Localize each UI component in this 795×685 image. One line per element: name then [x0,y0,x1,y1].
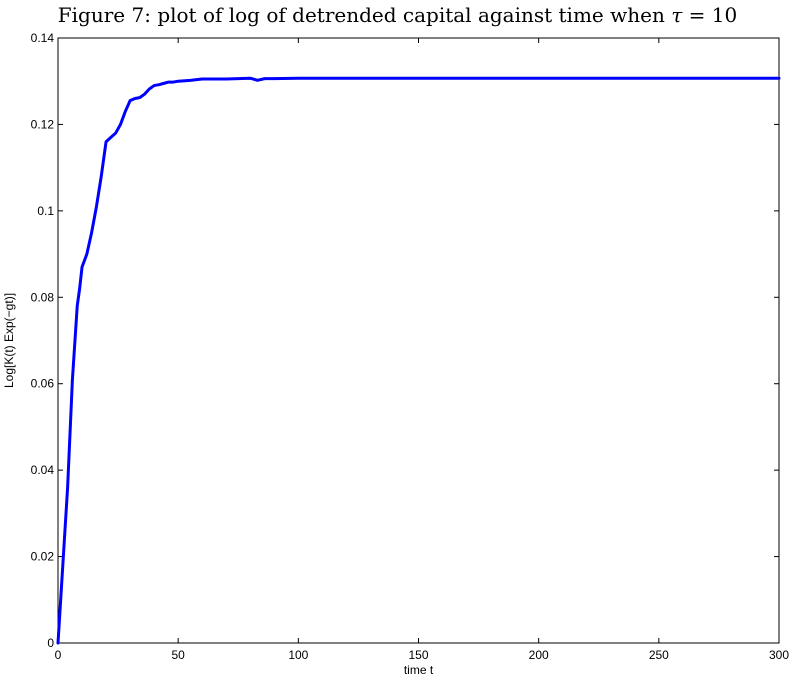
x-tick-label: 100 [288,648,308,662]
y-tick-label: 0.14 [31,31,55,45]
y-tick-label: 0.02 [31,550,55,564]
series-line [56,76,781,645]
x-tick-label: 150 [408,648,428,662]
x-tick-label: 200 [529,648,549,662]
x-tick-label: 50 [171,648,185,662]
y-tick-label: 0.1 [37,204,54,218]
x-tick-label: 300 [769,648,789,662]
y-tick-label: 0.08 [31,290,55,304]
plot-area-frame [57,37,780,644]
y-tick-label: 0.06 [31,377,55,391]
y-tick-label: 0.12 [31,117,55,131]
y-tick-label: 0.04 [31,463,55,477]
caption-value: = 10 [682,3,738,27]
y-tick-label: 0 [47,636,54,650]
y-axis-label: Log[K(t) Exp(−gt)] [2,293,16,388]
tau-symbol: τ [671,3,683,27]
caption-text: Figure 7: plot of log of detrended capit… [57,3,672,27]
x-axis-label: time t [404,663,434,677]
x-tick-label: 0 [55,648,62,662]
figure-caption: Figure 7: plot of log of detrended capit… [0,0,795,30]
x-tick-label: 250 [649,648,669,662]
